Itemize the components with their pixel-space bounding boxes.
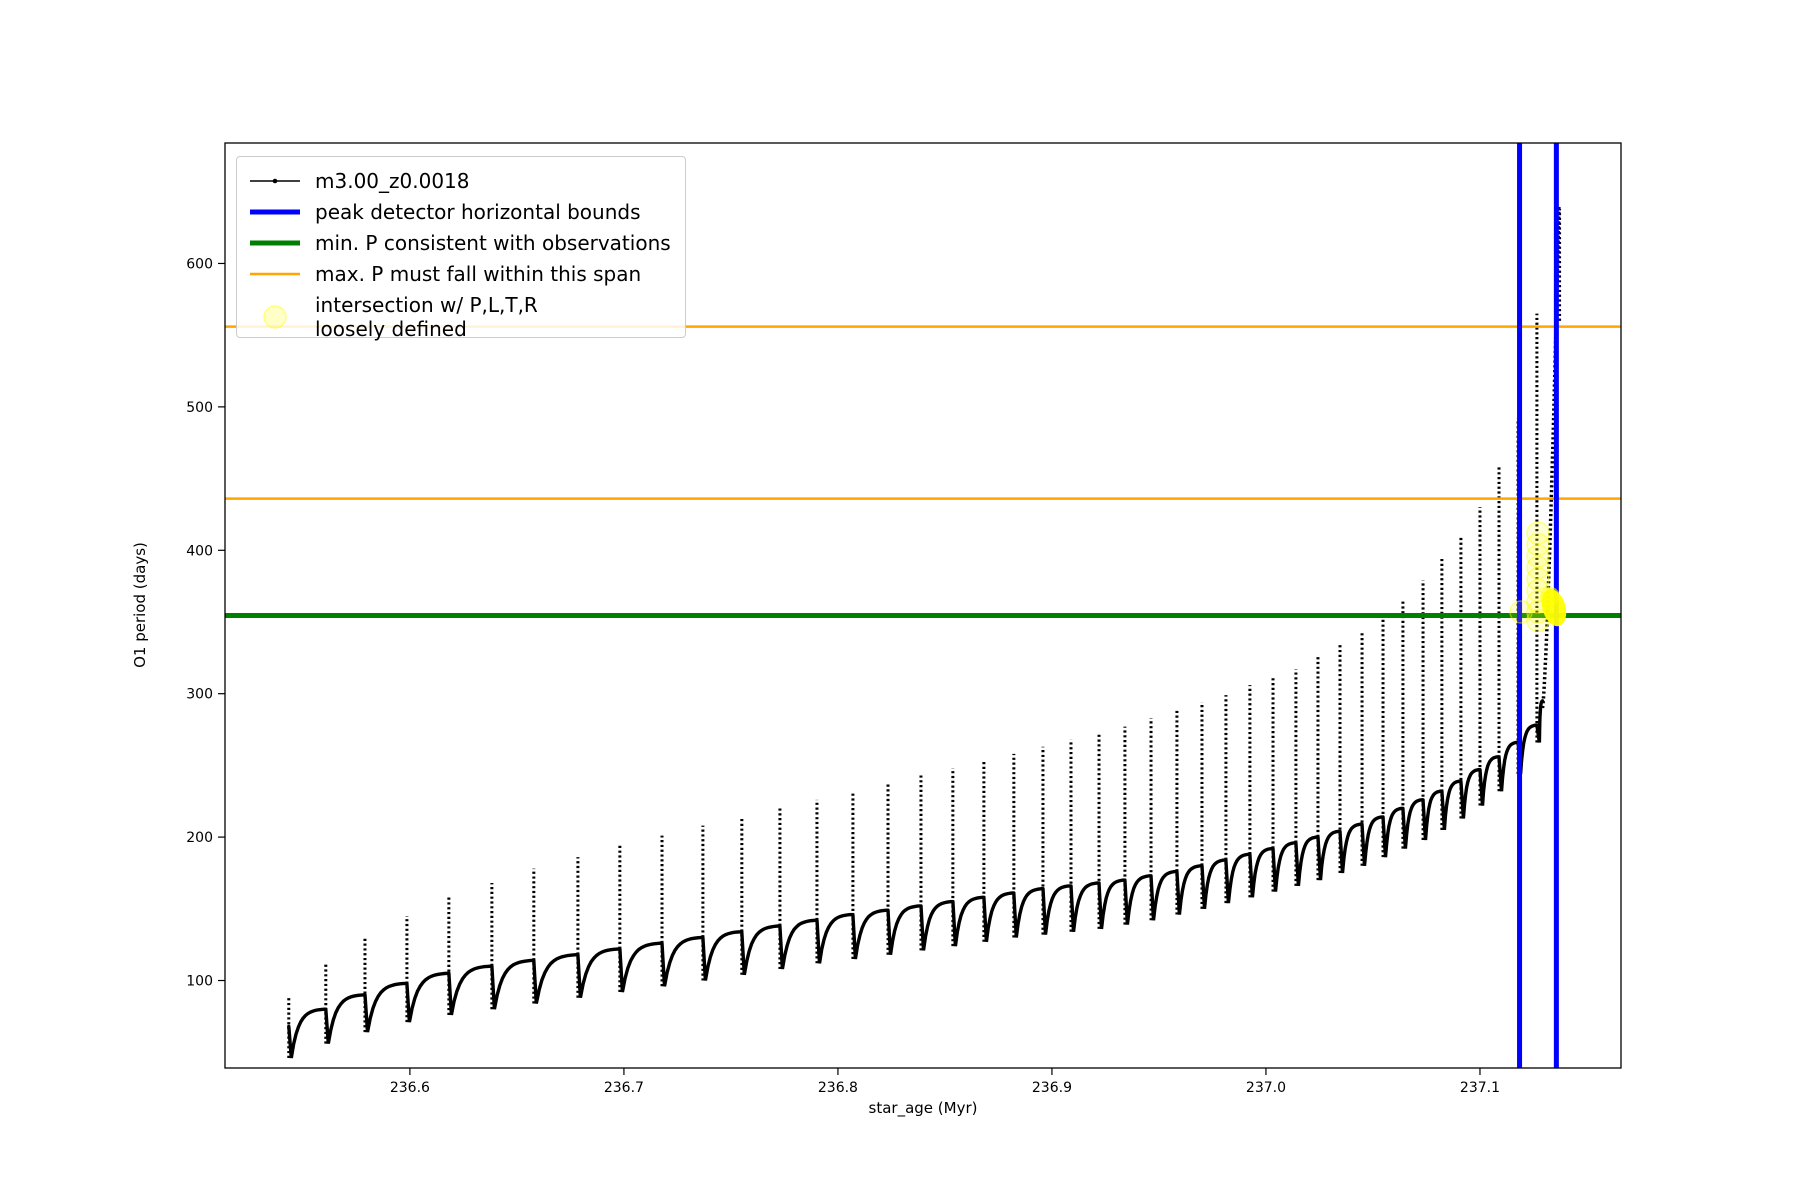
pulse-recovery-curve: [886, 904, 922, 955]
legend-entry-series: m3.00_z0.0018: [249, 165, 685, 196]
orange-line-swatch: [249, 269, 301, 279]
pulse-recovery-curve: [1516, 723, 1538, 775]
pulse-recovery-curve: [576, 947, 621, 999]
pulse-recovery-curve: [1069, 881, 1100, 933]
pulse-recovery-curve: [1381, 806, 1404, 858]
y-tick-label: 500: [186, 400, 213, 416]
yellow-marker-swatch: [249, 304, 301, 330]
pulse-recovery-curve: [447, 964, 493, 1016]
green-line-swatch: [249, 238, 301, 248]
series-line-marker-swatch: [249, 176, 301, 186]
intersection-marker-faint: [1526, 544, 1550, 568]
axes-frame: [224, 142, 1622, 1069]
x-tick-label: 237.1: [1460, 1080, 1500, 1096]
y-axis-label: O1 period (days): [131, 542, 149, 668]
pulse-recovery-curve: [1149, 869, 1178, 921]
pulse-recovery-curve: [405, 971, 450, 1023]
y-tick-label: 600: [186, 256, 213, 272]
legend-label: m3.00_z0.0018: [315, 168, 470, 193]
intersection-marker-faint: [1526, 532, 1550, 557]
pulse-recovery-curve: [363, 981, 408, 1033]
pulse-recovery-curve: [1440, 779, 1462, 831]
pulse-recovery-curve: [1401, 798, 1424, 849]
pulse-recovery-curve: [1421, 789, 1443, 841]
pulse-recovery-curve: [1097, 878, 1126, 930]
x-tick-label: 236.9: [1032, 1080, 1072, 1096]
pulse-recovery-curve: [1478, 755, 1500, 806]
pulse-recovery-curve: [778, 918, 818, 970]
legend-entry-intersection: intersection w/ P,L,T,R loosely defined: [249, 289, 685, 345]
pulse-recovery-curve: [701, 930, 742, 981]
data-layer: [225, 143, 1621, 1068]
pulse-recovery-curve: [1224, 852, 1251, 904]
x-tick-label: 236.6: [390, 1080, 430, 1096]
pulse-recovery-curve: [660, 935, 704, 987]
pulse-recovery-curve: [1012, 887, 1044, 938]
pulse-recovery-curve: [287, 1007, 326, 1059]
pulse-recovery-curve: [1175, 864, 1203, 915]
pulse-recovery-curve: [1360, 815, 1384, 866]
pulse-recovery-curve: [851, 908, 889, 960]
legend-entry-max-P: max. P must fall within this span: [249, 258, 685, 289]
x-axis-label: star_age (Myr): [868, 1099, 978, 1117]
legend-label: intersection w/ P,L,T,R loosely defined: [315, 293, 538, 341]
pulse-recovery-curve: [1248, 846, 1274, 898]
x-tick-label: 236.7: [604, 1080, 644, 1096]
pulse-recovery-curve: [1200, 858, 1227, 909]
x-tick-label: 237.0: [1246, 1080, 1286, 1096]
blue-line-swatch: [249, 207, 301, 217]
pulse-recovery-curve: [982, 891, 1014, 943]
pulse-recovery-curve: [1338, 822, 1363, 874]
y-tick-label: 300: [186, 687, 213, 703]
intersection-marker-faint: [1526, 555, 1550, 580]
pulse-recovery-curve: [324, 993, 366, 1044]
pulse-recovery-curve: [1497, 740, 1519, 792]
pulse-recovery-curve: [1271, 841, 1297, 892]
y-tick-label: 200: [186, 830, 213, 846]
x-tick-label: 236.8: [818, 1080, 858, 1096]
pulse-recovery-curve: [532, 953, 579, 1004]
intersection-marker: [1540, 586, 1561, 607]
y-tick-label: 400: [186, 543, 213, 559]
y-tick-label: 100: [186, 974, 213, 990]
pulse-recovery-curve: [815, 912, 854, 964]
pulse-recovery-curve: [618, 941, 663, 993]
pulse-recovery-curve: [740, 924, 781, 976]
legend-entry-peak-bounds: peak detector horizontal bounds: [249, 196, 685, 227]
pulse-recovery-curve: [490, 958, 534, 1010]
pulse-recovery-curve: [951, 895, 985, 947]
legend-label: peak detector horizontal bounds: [315, 199, 641, 224]
pulse-recovery-curve: [1123, 874, 1152, 925]
intersection-marker-faint: [1509, 600, 1533, 624]
pulse-recovery-curve: [1459, 768, 1481, 819]
legend-label: min. P consistent with observations: [315, 230, 671, 255]
pulse-recovery-curve: [919, 899, 954, 951]
pulse-recovery-curve: [1316, 829, 1341, 881]
legend: m3.00_z0.0018 peak detector horizontal b…: [236, 156, 686, 341]
pulse-recovery-curve: [1041, 884, 1072, 935]
legend-label: max. P must fall within this span: [315, 261, 642, 286]
intersection-marker-faint: [1526, 521, 1550, 545]
pulse-recovery-curve: [1294, 835, 1319, 887]
intersection-marker-faint: [1526, 567, 1550, 591]
legend-entry-min-P: min. P consistent with observations: [249, 227, 685, 258]
